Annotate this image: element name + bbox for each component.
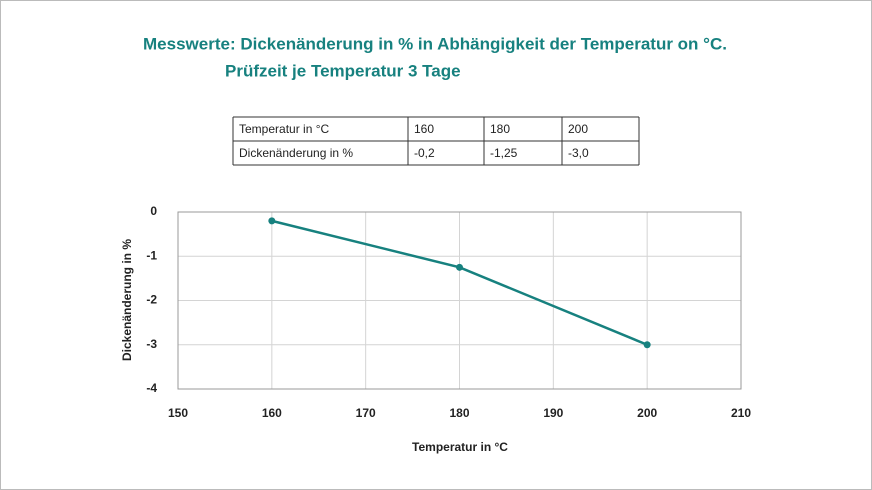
table-cell: -1,25 [490, 146, 518, 160]
y-tick-label: -4 [146, 381, 157, 395]
x-tick-label: 150 [168, 406, 188, 420]
data-point [643, 341, 651, 349]
y-axis-label: Dickenänderung in % [120, 239, 134, 361]
x-tick-label: 200 [637, 406, 657, 420]
plot-frame [177, 211, 742, 390]
x-axis-label: Temperatur in °C [412, 440, 508, 454]
table-cell: 180 [490, 122, 510, 136]
table-cell: -3,0 [568, 146, 589, 160]
table-cell: Dickenänderung in % [239, 146, 353, 160]
y-tick-label: -1 [146, 248, 157, 262]
table-cell: Temperatur in °C [239, 122, 329, 136]
x-tick-label: 170 [356, 406, 376, 420]
data-point [456, 263, 463, 271]
table-cell: 160 [414, 122, 434, 136]
x-tick-label: 180 [449, 406, 469, 420]
chart-subtitle: Prüfzeit je Temperatur 3 Tage [225, 61, 461, 80]
table: Temperatur in °C 160 180 200 Dickenänderung … [232, 116, 640, 166]
y-tick-label: 0 [150, 204, 157, 218]
chart-title: Messwerte: Dickenänderung in % in Abhäng… [143, 34, 727, 53]
y-tick-label: -3 [146, 337, 157, 351]
table-cell: -0,2 [414, 146, 435, 160]
x-tick-label: 210 [731, 406, 751, 420]
data-point [268, 217, 276, 225]
x-tick-label: 190 [543, 406, 563, 420]
x-tick-label: 160 [262, 406, 282, 420]
y-tick-label: -2 [146, 293, 157, 307]
table-cell: 200 [568, 122, 588, 136]
